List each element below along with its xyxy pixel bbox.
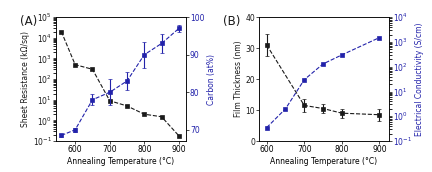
Y-axis label: Carbon (at%): Carbon (at%) (207, 54, 216, 105)
Y-axis label: Electrical Conductivity (S/cm): Electrical Conductivity (S/cm) (415, 22, 424, 136)
X-axis label: Annealing Temperature (°C): Annealing Temperature (°C) (270, 157, 378, 166)
Text: (A): (A) (20, 15, 37, 28)
Text: (B): (B) (223, 15, 240, 28)
X-axis label: Annealing Temperature (°C): Annealing Temperature (°C) (67, 157, 175, 166)
Y-axis label: Film Thickness (nm): Film Thickness (nm) (234, 41, 242, 117)
Y-axis label: Sheet Resistance (kΩ/sq): Sheet Resistance (kΩ/sq) (21, 31, 30, 127)
